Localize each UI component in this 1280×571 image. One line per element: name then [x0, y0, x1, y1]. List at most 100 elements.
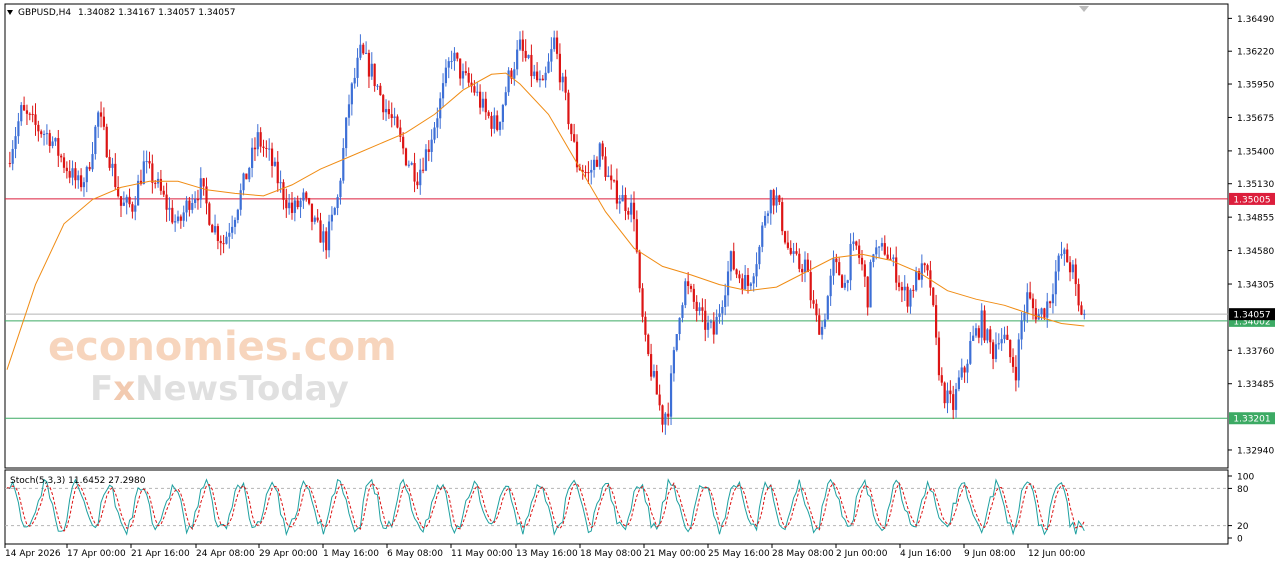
- candle-bull: [174, 221, 177, 223]
- candle-bull: [880, 243, 884, 247]
- candle-bull: [481, 98, 485, 108]
- candle-bull: [42, 133, 46, 135]
- candle-bull: [903, 286, 906, 291]
- candle-bull: [194, 199, 197, 203]
- candle-bull: [213, 226, 217, 233]
- candle-bull: [1046, 301, 1049, 318]
- candle-bull: [501, 104, 504, 122]
- candle-bear: [689, 285, 693, 289]
- candle-bear: [1080, 305, 1083, 315]
- candle-bull: [829, 275, 832, 297]
- candle-bear: [379, 85, 382, 96]
- candle-bull: [168, 207, 171, 210]
- candle-bull: [1017, 339, 1020, 381]
- candle-bull: [761, 225, 764, 247]
- candle-bear: [840, 275, 844, 288]
- candle-bear: [818, 315, 821, 335]
- candle-bear: [48, 133, 51, 146]
- candle-bear: [282, 182, 285, 200]
- candle-bear: [741, 278, 744, 290]
- candle-bull: [590, 169, 593, 173]
- x-tick-label: 21 Apr 16:00: [131, 549, 190, 559]
- candle-bear: [855, 241, 858, 246]
- candle-bear: [524, 50, 527, 58]
- candle-bull: [293, 200, 296, 213]
- candle-bull: [273, 161, 276, 166]
- x-axis: 14 Apr 2026 17 Apr 00:00 21 Apr 16:00 24 Ap…: [4, 544, 1085, 559]
- candle-bull: [707, 322, 710, 330]
- candle-bear: [558, 53, 561, 83]
- candle-bear: [387, 109, 390, 115]
- watermark-line2-b: x: [113, 369, 135, 409]
- candle-bear: [57, 138, 60, 156]
- main-plot-area[interactable]: [4, 3, 1229, 469]
- candle-bull: [1003, 334, 1006, 340]
- candle-bear: [402, 136, 405, 149]
- candle-bull: [256, 132, 259, 150]
- candle-bull: [327, 221, 331, 251]
- candle-bear: [564, 76, 567, 93]
- candle-bull: [675, 334, 678, 351]
- candle-bull: [134, 205, 137, 212]
- candle-bear: [308, 197, 311, 204]
- candle-bull: [843, 282, 846, 288]
- chevron-down-icon[interactable]: [7, 10, 13, 15]
- candle-bear: [536, 71, 539, 81]
- candle-bear: [595, 159, 599, 167]
- candle-bull: [424, 149, 428, 171]
- candle-bear: [812, 300, 815, 304]
- candle-bull: [972, 335, 975, 342]
- candle-bear: [373, 63, 376, 87]
- ohlc-values: 1.34082 1.34167 1.34057 1.34057: [78, 8, 235, 18]
- candle-bull: [51, 141, 54, 146]
- candle-bull: [498, 121, 502, 130]
- candle-bull: [419, 169, 422, 186]
- candle-bear: [219, 240, 222, 244]
- candle-bull: [191, 202, 194, 210]
- candle-bull: [954, 389, 958, 410]
- candle-bull: [1060, 253, 1063, 256]
- candle-bear: [952, 394, 955, 410]
- candle-bull: [447, 61, 450, 68]
- candle-bear: [581, 170, 584, 172]
- candle-bull: [436, 118, 439, 128]
- candle-bull: [1000, 339, 1003, 344]
- candle-bear: [1043, 308, 1046, 318]
- candle-bear: [704, 310, 707, 330]
- candle-bull: [142, 161, 145, 185]
- candle-bull: [749, 283, 752, 286]
- candle-bear: [216, 226, 219, 241]
- candle-bear: [8, 163, 11, 165]
- candle-bull: [974, 328, 978, 336]
- candle-bull: [1026, 292, 1029, 313]
- candle-bull: [353, 77, 356, 84]
- candle-bear: [789, 247, 792, 254]
- candle-bear: [801, 268, 804, 273]
- candle-bull: [721, 306, 724, 314]
- x-tick-label: 1 May 16:00: [323, 549, 379, 559]
- candle-bear: [416, 181, 419, 186]
- candle-bull: [957, 377, 960, 390]
- level-tag-bg: [1229, 412, 1275, 425]
- candle-bull: [268, 148, 271, 150]
- candle-bull: [792, 251, 795, 254]
- candle-bear: [610, 175, 613, 181]
- candle-bear: [604, 156, 607, 177]
- candle-bear: [989, 329, 992, 343]
- candle-bear: [211, 224, 214, 233]
- candle-bull: [182, 212, 185, 221]
- collapse-arrow-icon[interactable]: [1079, 6, 1089, 12]
- candle-bull: [769, 190, 772, 214]
- candle-bear: [624, 194, 627, 212]
- candle-bull: [185, 200, 188, 213]
- candle-bull: [20, 105, 23, 122]
- current-price-tag-bg: [1229, 308, 1275, 321]
- candle-bull: [752, 276, 755, 284]
- candle-bear: [786, 242, 789, 248]
- candle-bull: [1023, 312, 1026, 321]
- candle-bear: [917, 271, 921, 280]
- candle-bear: [188, 200, 191, 210]
- candle-bull: [199, 178, 202, 200]
- candle-bull: [342, 148, 345, 181]
